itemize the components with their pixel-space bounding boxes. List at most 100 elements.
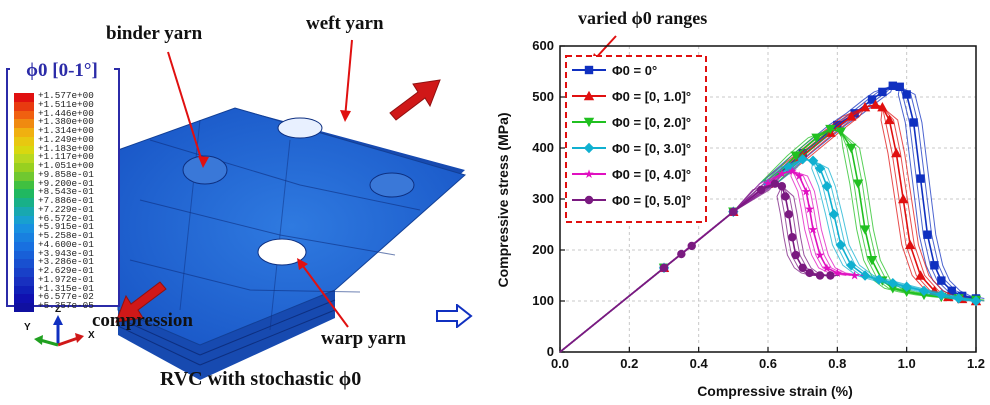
data-point — [756, 185, 766, 195]
colorbar-swatch — [14, 189, 34, 198]
colorbar-swatch — [14, 285, 34, 295]
data-point: ★ — [815, 248, 826, 262]
figure-caption: RVC with stochastic ϕ0 — [160, 368, 362, 390]
data-point — [788, 233, 797, 242]
colorbar-tick-label: +1.051e+00 — [38, 160, 94, 171]
data-point — [888, 81, 897, 90]
data-point: ★ — [787, 164, 798, 178]
warp-yarn-label: warp yarn — [321, 328, 406, 349]
colorbar-swatch — [14, 259, 34, 268]
data-point — [784, 210, 793, 219]
data-point — [828, 209, 840, 220]
colorbar-swatch — [14, 276, 34, 286]
colorbar-swatch — [14, 154, 34, 163]
x-tick-label: 0.4 — [690, 356, 709, 371]
colorbar-swatch — [14, 93, 34, 102]
weft-pocket — [277, 117, 323, 139]
x-tick-label: 0.2 — [620, 356, 638, 371]
colorbar-tick-label: +6.572e-01 — [38, 212, 94, 224]
data-point — [878, 87, 887, 97]
axis-y-label: Y — [24, 322, 31, 333]
y-tick-label: 0 — [547, 344, 554, 359]
data-point — [902, 90, 911, 99]
data-point — [835, 127, 846, 137]
legend-marker — [583, 117, 595, 128]
colorbar-swatches — [14, 93, 34, 312]
legend-box — [565, 55, 707, 223]
colorbar-swatch — [14, 119, 34, 128]
colorbar-title: ϕ0 [0-1°] — [10, 60, 114, 82]
colorbar-tick-label: +3.286e-01 — [38, 256, 94, 268]
colorbar-swatch — [14, 171, 34, 181]
data-point: ★ — [776, 167, 787, 181]
series-5 — [559, 179, 839, 353]
data-point — [814, 163, 826, 174]
data-point — [930, 261, 939, 270]
varied-ranges-label: varied ϕ0 ranges — [578, 8, 708, 28]
data-point — [915, 270, 926, 280]
data-point — [807, 155, 819, 166]
colorbar-labels: +1.577e+00 +1.511e+00 +1.446e+00 +1.380e+00… — [38, 90, 94, 311]
binder-pocket — [182, 155, 228, 185]
data-point — [826, 271, 835, 280]
x-tick-label: 0.6 — [759, 356, 777, 371]
data-point — [877, 102, 888, 112]
colorbar-swatch — [14, 110, 34, 120]
colorbar-swatch — [14, 241, 34, 251]
legend-entry-label: Φ0 = [0, 5.0]° — [612, 193, 691, 208]
legend-entry-label: Φ0 = [0, 4.0]° — [612, 167, 691, 182]
y-tick-label: 100 — [532, 293, 554, 308]
data-point — [687, 241, 696, 251]
data-point — [937, 276, 946, 285]
colorbar-tick-label: +4.600e-01 — [38, 238, 94, 250]
colorbar-tick-label: +7.229e-01 — [38, 203, 94, 215]
binder-yarn-label: binder yarn — [106, 23, 203, 44]
x-axis-label: Compressive strain (%) — [697, 383, 853, 399]
legend-entry-label: Φ0 = [0, 1.0]° — [612, 89, 691, 104]
x-tick-label: 1.2 — [967, 356, 985, 371]
data-point: ★ — [801, 184, 812, 198]
data-point — [821, 181, 833, 192]
colorbar-swatch — [14, 163, 34, 172]
colorbar-tick-label: +1.249e+00 — [38, 133, 94, 145]
data-point — [825, 124, 836, 135]
colorbar-tick-label: +9.858e-01 — [38, 168, 94, 180]
colorbar-swatch — [14, 206, 34, 216]
data-point — [859, 225, 871, 235]
legend-marker — [583, 142, 595, 154]
data-point — [898, 193, 909, 204]
data-point — [901, 287, 912, 298]
data-point — [904, 239, 916, 250]
colorbar-tick-label: +1.511e+00 — [38, 98, 94, 110]
y-axis-label: Compressive stress (MPa) — [495, 112, 511, 287]
data-point — [659, 263, 669, 273]
data-point: ★ — [794, 169, 805, 183]
colorbar-tick-label: +1.577e+00 — [38, 90, 94, 101]
stress-strain-panel: varied ϕ0 ranges 0.0 0.2 0.4 0.6 0.8 1.0 1.2 0 1… — [470, 0, 990, 405]
data-point — [923, 230, 932, 239]
data-point — [884, 114, 895, 125]
colorbar-tick-label: +1.117e+00 — [38, 151, 94, 163]
data-point — [909, 118, 918, 127]
y-tick-label: 400 — [532, 140, 554, 155]
colorbar-swatch — [14, 198, 34, 207]
colorbar-swatch — [14, 136, 34, 146]
colorbar-tick-label: +5.357e-05 — [38, 300, 94, 311]
weft-yarn-label: weft yarn — [306, 13, 384, 34]
colorbar-swatch — [14, 303, 34, 312]
data-point — [791, 250, 800, 260]
colorbar-tick-label: +1.315e-01 — [38, 282, 94, 294]
colorbar-tick-label: +2.629e-01 — [38, 265, 94, 276]
data-point — [859, 270, 871, 281]
colorbar-tick-label: +1.183e+00 — [38, 142, 94, 154]
data-point: ★ — [822, 261, 833, 275]
data-point — [790, 151, 801, 161]
colorbar-tick-label: +5.258e-01 — [38, 230, 94, 241]
data-point — [947, 286, 956, 295]
data-point — [859, 102, 871, 112]
legend-marker — [584, 195, 594, 205]
data-point: ★ — [849, 269, 860, 283]
colorbar-swatch — [14, 250, 34, 260]
data-point — [846, 143, 857, 154]
colorbar-swatch — [14, 215, 34, 225]
